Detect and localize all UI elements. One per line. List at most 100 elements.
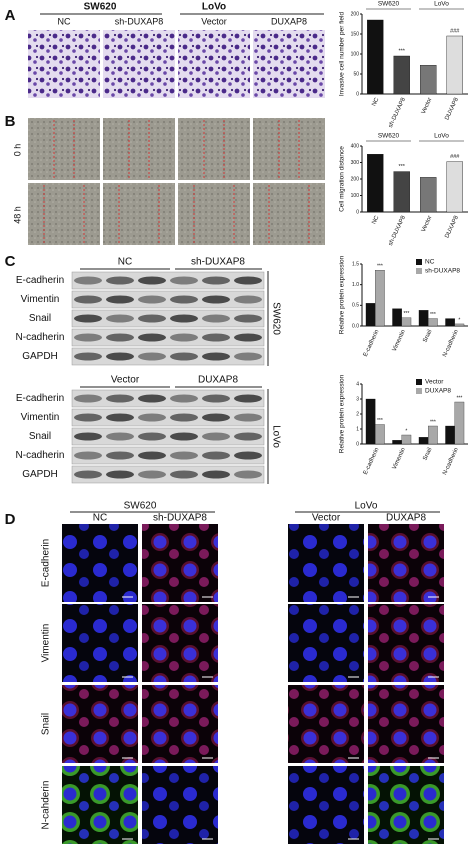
blot-strip [71,328,265,347]
row-label: GAPDH [22,351,58,362]
blot-strip [71,290,265,309]
cell-line-label: LoVo [270,425,281,448]
y-axis-label: Relative protein expression [339,374,346,453]
column-label: NC [118,257,132,268]
row-label: N-cahderin [41,781,52,830]
column-label: sh-DUXAP8 [153,513,207,524]
blot-band [138,333,166,342]
blot-band [170,333,198,342]
blot-band [202,295,230,304]
y-tick-label: 0 [356,209,359,215]
y-tick-label: 0.0 [352,323,359,329]
blot-strip [71,347,265,366]
wound-image [28,118,100,180]
bar [446,35,463,95]
fluorescence-image [142,524,218,602]
cell-line-label: SW620 [270,302,281,335]
blot-band [106,432,134,441]
blot-band [170,352,198,361]
y-tick-label: 1.0 [352,282,359,288]
bar [375,424,385,445]
legend-label: sh-DUXAP8 [425,268,460,275]
blot-strip [71,427,265,446]
blot-band [74,413,102,422]
blot-band [74,276,102,285]
blot-strip [71,309,265,328]
blot-band [170,470,198,479]
group-label: SW620 [124,501,157,512]
blot-band [234,314,262,323]
bar [375,270,385,327]
blot-band [234,451,262,460]
blot-band [74,451,102,460]
blot-band [106,314,134,323]
group-label: LoVo [355,501,378,512]
y-tick-label: 4 [356,381,359,387]
significance-label: *** [399,48,406,54]
figure-content: A B C D SW620 LoVo NC sh-DUXAP8 Vector DUXAP8 0 h 4… [5,1,468,844]
y-tick-label: 100 [351,51,360,57]
x-tick-label: NC [371,214,380,225]
x-tick-label: Vector [421,215,434,233]
y-axis-label: Relative protein expression [339,255,346,334]
legend-swatch [416,388,422,394]
x-tick-label: E-cadherin [363,447,381,476]
blot-band [74,432,102,441]
blot-band [170,276,198,285]
panel-label: A [5,7,16,24]
blot-band [106,470,134,479]
wound-image [28,183,100,245]
blot-band [170,413,198,422]
column-label: DUXAP8 [271,16,307,26]
blot-band [138,314,166,323]
legend-label: Vector [425,379,444,386]
blot-band [74,333,102,342]
significance-label: *** [430,312,436,318]
x-tick-label: DUXAP8 [444,96,460,121]
fluorescence-image [142,766,218,844]
fluorescence-image [368,685,444,763]
y-axis-label: Invasive cell number per field [339,12,346,97]
column-label: DUXAP8 [198,375,238,386]
row-label: E-cadherin [16,393,64,404]
bar [365,303,376,327]
blot-band [74,352,102,361]
bar [445,318,455,327]
fluorescence-image [142,604,218,682]
blot-band [106,394,134,403]
row-label: E-cadherin [16,275,64,286]
row-label: Snail [41,713,52,735]
y-tick-label: 150 [351,31,360,37]
significance-label: *** [456,395,462,401]
group-label: LoVo [202,2,226,13]
significance-label: *** [399,164,406,170]
fluorescence-image [368,524,444,602]
column-label: DUXAP8 [386,513,426,524]
blot-band [202,394,230,403]
wound-image [178,118,250,180]
y-tick-label: 100 [351,193,360,199]
invasion-image [28,30,100,98]
row-label: 0 h [12,144,22,157]
fluorescence-image [288,685,364,763]
y-tick-label: 0 [356,91,359,97]
row-label: Vimentin [21,294,60,305]
x-tick-label: Vimentin [392,447,407,471]
blot-strip [71,446,265,465]
blot-band [106,413,134,422]
blot-band [138,276,166,285]
column-label: Vector [201,16,227,26]
blot-band [106,451,134,460]
invasion-image [253,30,325,98]
bar [418,437,429,445]
blot-band [138,413,166,422]
bar [401,434,412,445]
blot-band [170,432,198,441]
row-label: Snail [29,431,51,442]
blot-band [74,295,102,304]
legend-swatch [416,268,422,274]
blot-band [234,413,262,422]
y-tick-label: 1 [356,426,359,432]
invasion-image [103,30,175,98]
